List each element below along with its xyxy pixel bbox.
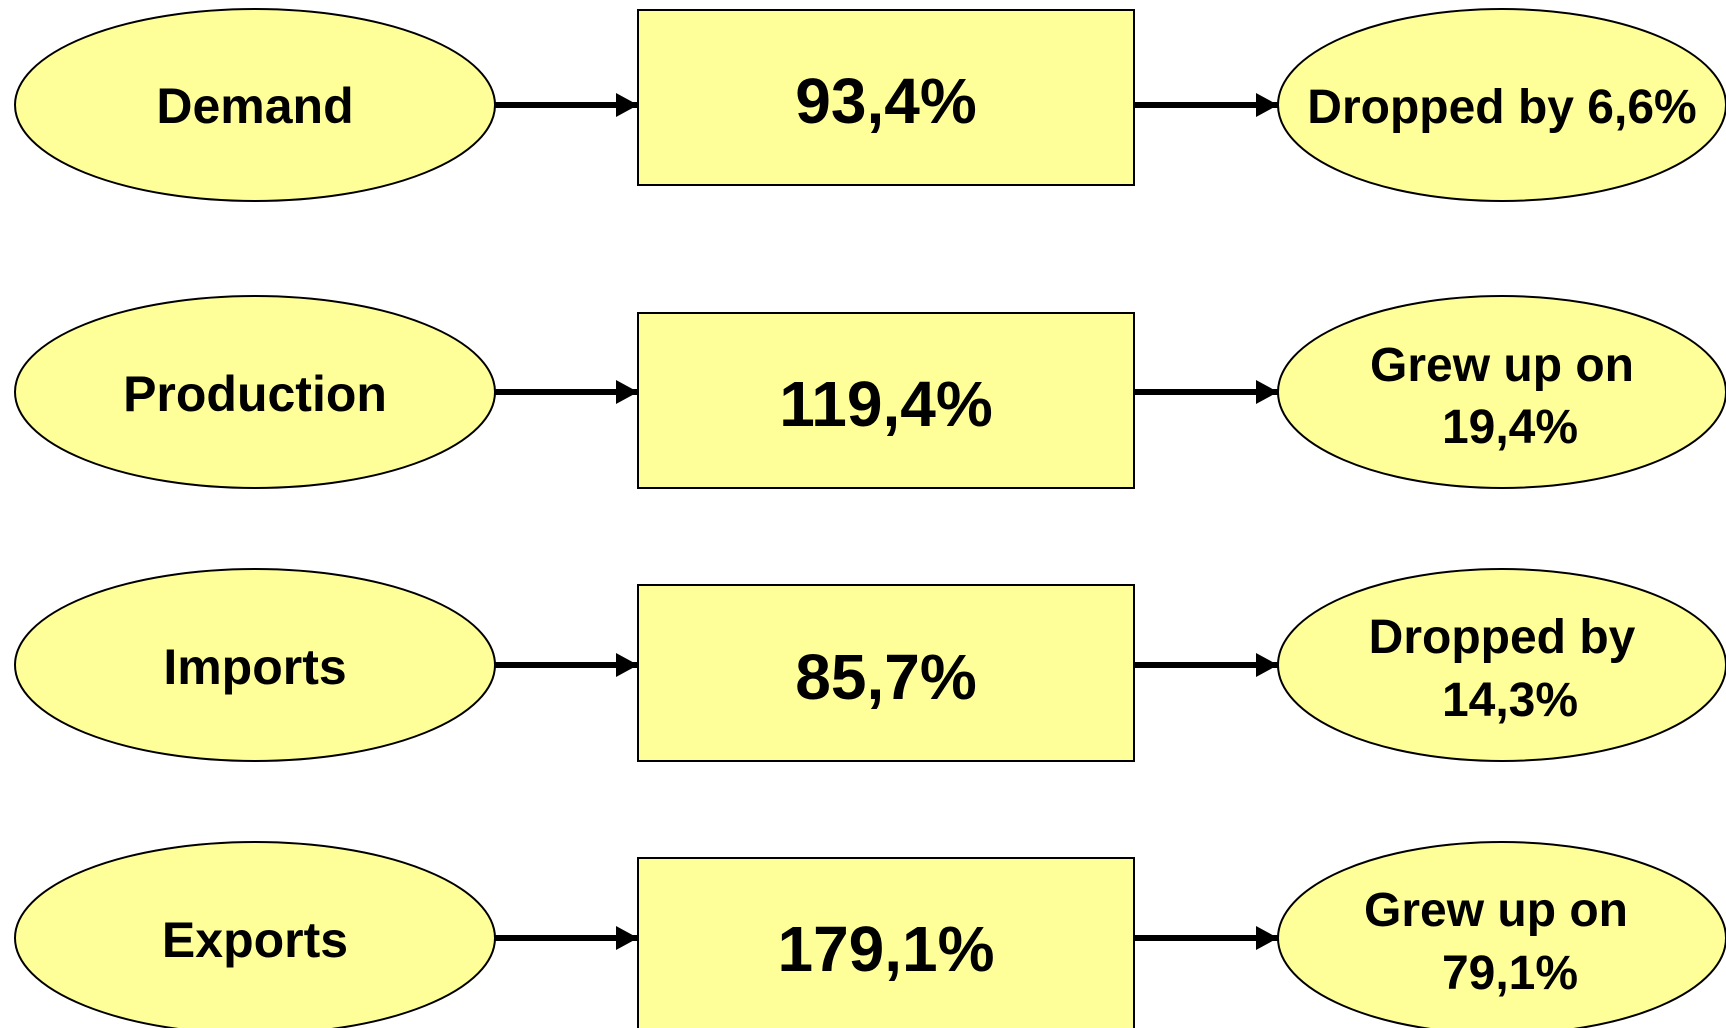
result-ellipse — [1277, 295, 1726, 489]
metric-label: Imports — [163, 639, 346, 695]
result-line: Grew up on — [1364, 884, 1628, 937]
row-production: Production 119,4% Grew up on 19,4% — [14, 295, 1726, 489]
result-line: 14,3% — [1442, 674, 1578, 727]
result-ellipse — [1277, 841, 1726, 1028]
arrowhead — [1256, 653, 1278, 677]
arrowhead — [616, 93, 638, 117]
value-box — [637, 312, 1135, 489]
arrowhead — [1256, 926, 1278, 950]
result-ellipse — [1277, 8, 1726, 202]
result-line: 79,1% — [1442, 947, 1578, 1000]
value-text: 85,7% — [795, 641, 976, 713]
result-line: Grew up on — [1370, 339, 1634, 392]
result-line: 19,4% — [1442, 401, 1578, 454]
result-line: Dropped by 6,6% — [1307, 81, 1696, 134]
value-box — [637, 584, 1135, 762]
value-text: 119,4% — [779, 368, 993, 440]
result-line: Dropped by — [1369, 611, 1636, 664]
row-exports: Exports 179,1% Grew up on 79,1% — [14, 841, 1726, 1028]
value-box — [637, 9, 1135, 186]
value-text: 93,4% — [795, 65, 976, 137]
row-imports: Imports 85,7% Dropped by 14,3% — [14, 568, 1726, 762]
result-ellipse — [1277, 568, 1726, 762]
arrowhead — [616, 926, 638, 950]
arrowhead — [616, 380, 638, 404]
value-box — [637, 857, 1135, 1028]
value-text: 179,1% — [777, 913, 994, 985]
arrowhead — [616, 653, 638, 677]
arrowhead — [1256, 93, 1278, 117]
metric-label: Demand — [156, 78, 353, 134]
row-demand: Demand 93,4% Dropped by 6,6% — [14, 8, 1726, 202]
arrowhead — [1256, 380, 1278, 404]
metric-label: Production — [123, 366, 387, 422]
metric-label: Exports — [162, 912, 348, 968]
